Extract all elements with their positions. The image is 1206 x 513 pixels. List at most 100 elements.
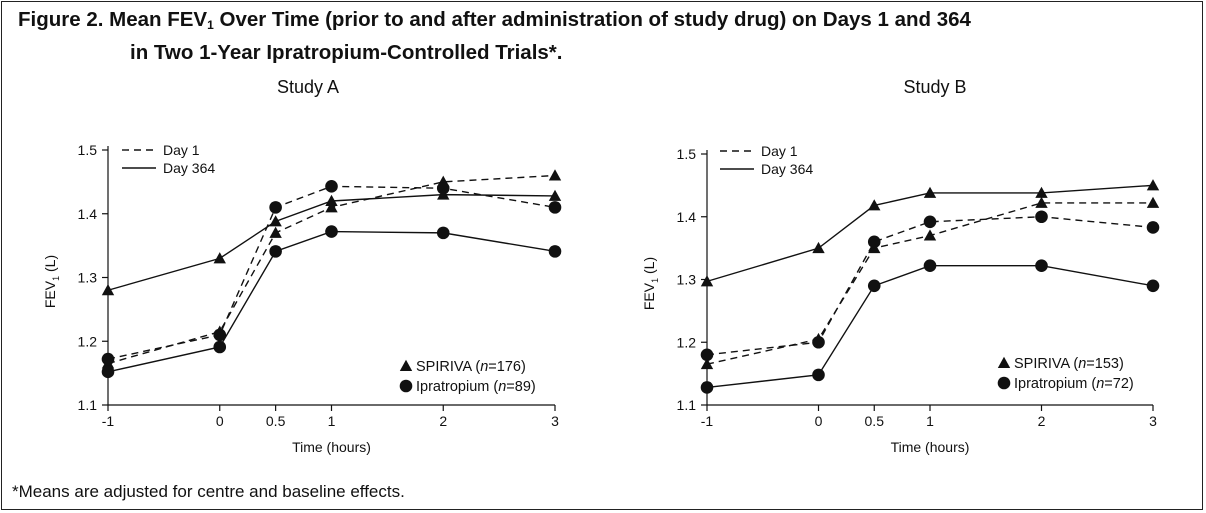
y-axis-label-subscript: 1 bbox=[650, 278, 660, 283]
y-tick-label: 1.1 bbox=[78, 397, 98, 413]
point-spiriva-day364 bbox=[548, 189, 562, 201]
y-tick-label: 1.5 bbox=[677, 146, 697, 162]
x-tick-label: 2 bbox=[439, 413, 447, 429]
legend-marker-n: n bbox=[1078, 356, 1086, 372]
legend-marker-label: Ipratropium (n=89) bbox=[416, 379, 536, 395]
x-tick-label: -1 bbox=[102, 413, 115, 429]
point-spiriva-day364 bbox=[325, 194, 338, 206]
y-axis-label-main: FEV bbox=[42, 280, 58, 308]
point-ipratropium-day1 bbox=[923, 215, 937, 229]
point-spiriva-day364 bbox=[700, 275, 714, 287]
series-line-ipratropium-day364 bbox=[706, 264, 1154, 389]
legend-marker-name: SPIRIVA ( bbox=[416, 359, 480, 375]
legend-circle-marker bbox=[399, 379, 413, 393]
point-ipratropium-day1 bbox=[213, 328, 227, 342]
legend-line-label: Day 1 bbox=[761, 143, 798, 159]
point-spiriva-day364 bbox=[213, 252, 226, 264]
legend-marker-count: =72) bbox=[1104, 376, 1133, 392]
legend-marker-name: Ipratropium ( bbox=[416, 379, 498, 395]
x-tick-label: 3 bbox=[551, 413, 559, 429]
point-spiriva-day364 bbox=[1035, 186, 1048, 198]
point-spiriva-day364 bbox=[1146, 179, 1160, 191]
point-spiriva-day1 bbox=[548, 169, 562, 181]
y-axis-label-main: FEV bbox=[641, 282, 657, 310]
point-spiriva-day364 bbox=[101, 284, 115, 296]
x-axis-label: Time (hours) bbox=[891, 439, 970, 455]
point-ipratropium-day364 bbox=[269, 245, 282, 258]
y-tick-label: 1.4 bbox=[677, 209, 697, 225]
point-ipratropium-day1 bbox=[101, 352, 115, 366]
y-tick-label: 1.2 bbox=[78, 333, 98, 349]
x-tick-label: 2 bbox=[1038, 413, 1046, 429]
legend-marker-name: SPIRIVA ( bbox=[1014, 356, 1078, 372]
chart-title: Study A bbox=[277, 77, 339, 97]
legend-marker-count: =176) bbox=[488, 359, 526, 375]
legend-triangle-marker bbox=[997, 356, 1011, 368]
y-tick-label: 1.3 bbox=[677, 272, 697, 288]
y-tick-label: 1.3 bbox=[78, 270, 98, 286]
x-tick-label: 0.5 bbox=[266, 413, 286, 429]
point-ipratropium-day364 bbox=[101, 365, 115, 379]
point-ipratropium-day364 bbox=[812, 368, 825, 382]
point-spiriva-day1 bbox=[269, 226, 282, 238]
point-spiriva-day364 bbox=[269, 215, 282, 227]
point-spiriva-day364 bbox=[868, 199, 881, 211]
point-ipratropium-day364 bbox=[1035, 259, 1048, 272]
legend-marker-name: Ipratropium ( bbox=[1014, 376, 1096, 392]
point-ipratropium-day1 bbox=[867, 235, 881, 249]
point-ipratropium-day364 bbox=[700, 381, 714, 394]
legend-line-label: Day 364 bbox=[761, 161, 813, 177]
series-line-spiriva-day364 bbox=[107, 193, 556, 291]
x-tick-label: 0 bbox=[815, 413, 823, 429]
point-spiriva-day364 bbox=[812, 241, 825, 254]
y-axis-label-unit: (L) bbox=[42, 255, 58, 276]
point-ipratropium-day1 bbox=[1035, 210, 1048, 224]
y-tick-label: 1.4 bbox=[78, 206, 98, 222]
y-tick-label: 1.2 bbox=[677, 334, 697, 350]
legend-marker-count: =153) bbox=[1086, 356, 1124, 372]
point-ipratropium-day1 bbox=[548, 201, 562, 214]
point-spiriva-day1 bbox=[923, 229, 937, 241]
point-ipratropium-day364 bbox=[923, 259, 937, 272]
legend-marker-label: Ipratropium (n=72) bbox=[1014, 376, 1134, 392]
y-axis-label-unit: (L) bbox=[641, 257, 657, 278]
point-ipratropium-day364 bbox=[1146, 279, 1160, 293]
point-spiriva-day1 bbox=[325, 201, 338, 213]
point-ipratropium-day1 bbox=[1146, 221, 1160, 234]
legend-circle-marker bbox=[997, 376, 1011, 390]
figure-title-part2: Over Time (prior to and after administra… bbox=[213, 8, 971, 31]
chart-title: Study B bbox=[903, 77, 966, 97]
figure-title: Figure 2. Mean FEV1 Over Time (prior to … bbox=[18, 6, 1198, 66]
point-ipratropium-day1 bbox=[812, 335, 825, 349]
series-line-ipratropium-day1 bbox=[706, 216, 1154, 356]
legend-marker-label: SPIRIVA (n=153) bbox=[1014, 356, 1124, 372]
series-line-ipratropium-day364 bbox=[107, 230, 556, 373]
footnote: *Means are adjusted for centre and basel… bbox=[12, 482, 405, 501]
y-tick-label: 1.5 bbox=[78, 142, 98, 158]
y-axis-label: FEV1 (L) bbox=[641, 257, 660, 310]
y-tick-label: 1.1 bbox=[677, 397, 697, 413]
x-tick-label: 1 bbox=[328, 413, 336, 429]
point-ipratropium-day364 bbox=[548, 245, 562, 258]
series-line-spiriva-day364 bbox=[706, 184, 1154, 283]
point-ipratropium-day1 bbox=[269, 201, 282, 214]
point-ipratropium-day364 bbox=[867, 279, 881, 293]
chart-2: Study B 1.1 1.2 1.3 1.4 1.5 -1 0 0.5 1 2 3 Time (hou… bbox=[641, 77, 1160, 455]
legend-marker-n: n bbox=[1096, 376, 1104, 392]
point-spiriva-day1 bbox=[1035, 196, 1048, 208]
x-axis-label: Time (hours) bbox=[292, 439, 371, 455]
point-ipratropium-day1 bbox=[436, 181, 450, 195]
series-line-spiriva-day1 bbox=[706, 202, 1153, 365]
point-ipratropium-day364 bbox=[213, 340, 227, 354]
point-ipratropium-day364 bbox=[325, 225, 338, 238]
x-tick-label: -1 bbox=[701, 413, 714, 429]
point-ipratropium-day1 bbox=[325, 180, 338, 193]
figure-title-part1: Figure 2. Mean FEV bbox=[18, 8, 208, 31]
legend-triangle-marker bbox=[399, 359, 413, 371]
legend-marker-n: n bbox=[480, 359, 488, 375]
point-ipratropium-day364 bbox=[436, 226, 450, 240]
chart-1: Study A 1.1 1.2 1.3 1.4 1.5 -1 0 0.5 1 2 3 Time (hou… bbox=[42, 77, 562, 455]
legend-line-label: Day 1 bbox=[163, 142, 200, 158]
